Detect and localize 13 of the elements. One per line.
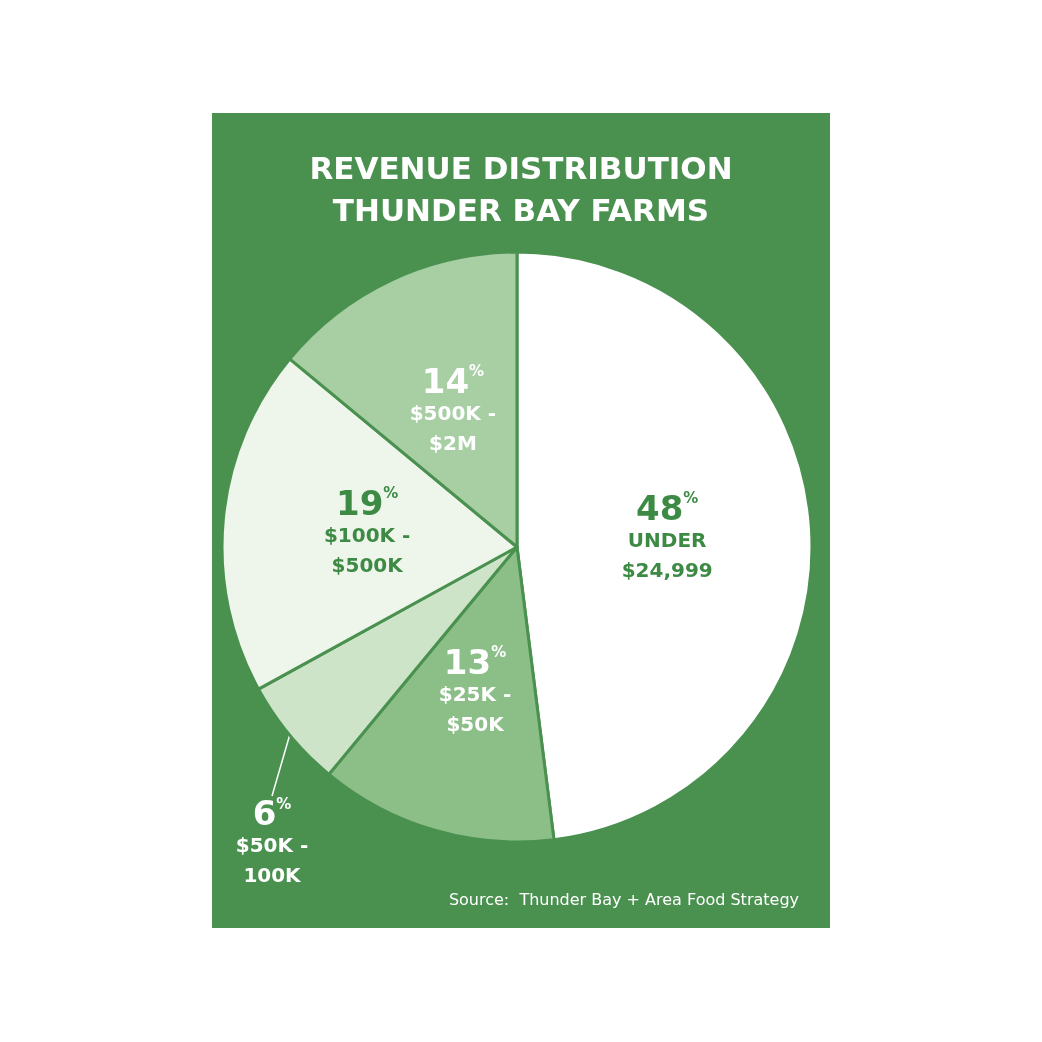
data-label: 48%: [636, 487, 699, 528]
slice-label: $25K - $50K: [438, 681, 512, 736]
data-label: 19%: [335, 482, 399, 523]
slice-label: $50K - 100K: [235, 833, 309, 887]
slice-label: UNDER $24,999: [621, 527, 713, 582]
chart-title: REVENUE DISTRIBUTION: [309, 149, 733, 186]
source-note: Source: Thunder Bay + Area Food Strategy: [448, 889, 800, 909]
slice-label: $500K - $2M: [409, 400, 497, 455]
chart-subtitle: THUNDER BAY FARMS: [332, 191, 710, 228]
data-label: 6%: [252, 793, 292, 833]
data-label: 13%: [443, 641, 507, 682]
slice-label: $100K - $500K: [323, 522, 411, 577]
data-label: 14%: [421, 360, 485, 401]
